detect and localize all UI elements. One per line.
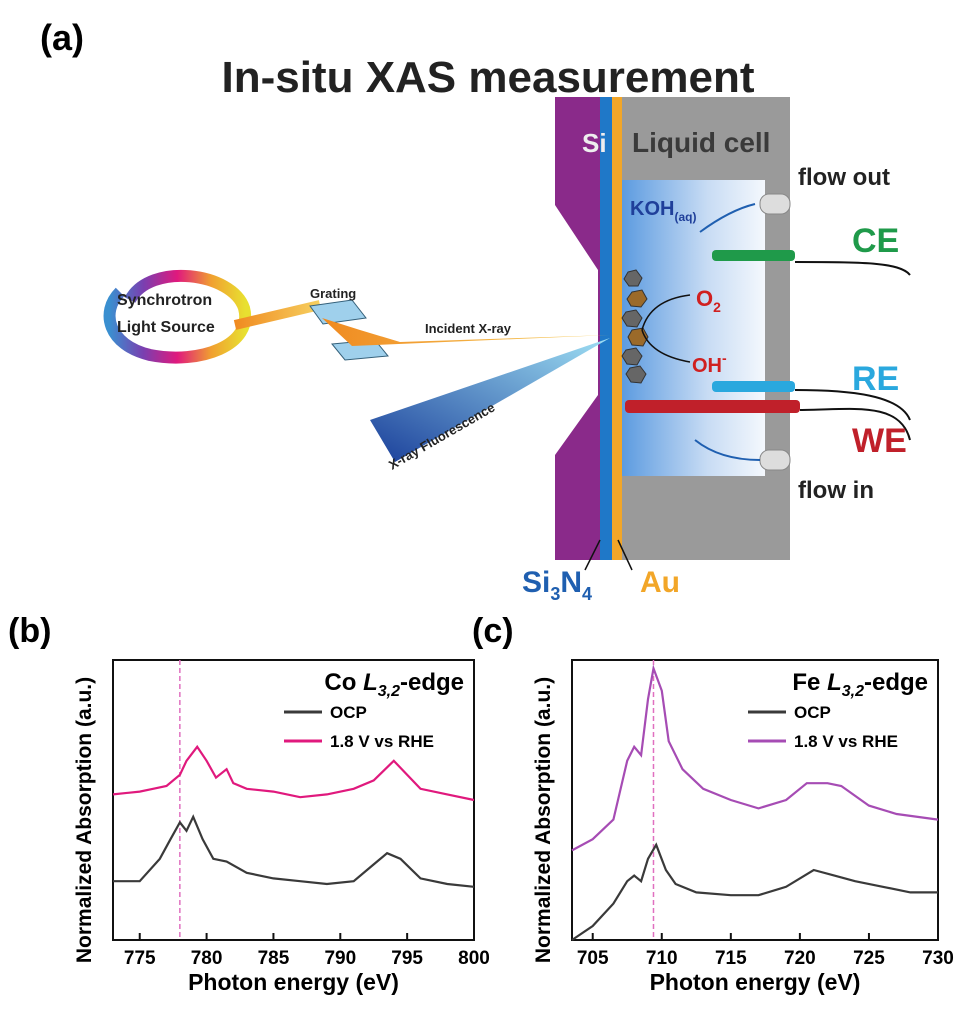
fluorescence-beam	[370, 338, 610, 462]
label: 4	[582, 584, 592, 604]
label: N	[560, 566, 582, 599]
source-beam	[233, 300, 322, 330]
legend-label: OCP	[794, 703, 831, 722]
synchrotron-ring	[103, 269, 252, 364]
chart-title: 3,2	[378, 683, 400, 700]
x-tick-label: 720	[784, 948, 816, 969]
label: 3	[550, 584, 560, 604]
reaction-arrow	[641, 294, 691, 331]
plot-frame	[112, 659, 475, 941]
chart-title: Fe	[792, 669, 827, 696]
x-tick-label: 775	[124, 948, 156, 969]
x-tick-label: 785	[258, 948, 290, 969]
label: Grating	[310, 286, 356, 301]
x-tick-label: 790	[324, 948, 356, 969]
diagram-title: In-situ XAS measurement	[221, 53, 754, 102]
x-tick-label: 780	[191, 948, 223, 969]
wire	[799, 407, 911, 441]
chart-title: Fe L3,2-edge	[792, 669, 928, 700]
chart-title: Co	[324, 669, 363, 696]
y-axis-label: Normalized Absorption (a.u.)	[73, 677, 96, 963]
electrolyte	[622, 180, 765, 476]
panel-label: (b)	[8, 612, 51, 650]
label: (aq)	[674, 210, 696, 224]
label: Light Source	[117, 319, 215, 336]
x-tick-label: 800	[458, 948, 490, 969]
au-layer	[612, 97, 622, 560]
legend-label: 1.8 V vs RHE	[330, 732, 434, 751]
label: O	[696, 286, 713, 311]
label: Si	[582, 128, 607, 158]
legend-label: 1.8 V vs RHE	[794, 732, 898, 751]
wire	[794, 261, 911, 276]
label: KOH(aq)	[630, 198, 696, 224]
reference-electrode	[712, 381, 795, 392]
grating	[309, 299, 367, 325]
working-electrode	[625, 400, 800, 413]
label: Si	[522, 566, 550, 599]
counter-electrode	[712, 250, 795, 261]
label: flow in	[798, 477, 874, 504]
inlet-tube	[759, 449, 791, 471]
label: Au	[640, 566, 680, 599]
chart-title: -edge	[864, 669, 928, 696]
series-line	[113, 814, 475, 888]
x-axis-label: Photon energy (eV)	[650, 969, 861, 995]
flow-arrow	[699, 203, 756, 233]
chart-title: Co L3,2-edge	[324, 669, 464, 700]
x-tick-label: 715	[715, 948, 747, 969]
chart-title: -edge	[400, 669, 464, 696]
plot-frame	[571, 659, 939, 941]
x-tick-label: 795	[391, 948, 423, 969]
x-tick-label: 705	[577, 948, 609, 969]
label: flow out	[798, 164, 890, 191]
series-line	[571, 664, 939, 852]
si-frame	[555, 97, 600, 560]
pointer	[584, 539, 633, 571]
series-line	[571, 842, 938, 941]
si3n4-window	[600, 97, 612, 560]
label: OH-	[692, 350, 727, 377]
label: Synchrotron	[117, 292, 212, 309]
outlet-tube	[759, 193, 791, 215]
x-axis-label: Photon energy (eV)	[188, 969, 399, 995]
y-axis-label: Normalized Absorption (a.u.)	[532, 677, 555, 963]
x-tick-label: 730	[922, 948, 954, 969]
label: Incident X-ray	[425, 321, 512, 336]
chart-title: L	[363, 669, 378, 696]
series-line	[112, 744, 475, 802]
panel-label: (a)	[40, 17, 84, 58]
label: 2	[713, 299, 721, 315]
label: Si3N4	[522, 566, 592, 604]
incident-beam	[322, 318, 610, 346]
legend-label: OCP	[330, 703, 367, 722]
chart-title: L	[827, 669, 842, 696]
label: CE	[852, 222, 899, 260]
label: Liquid cell	[632, 127, 770, 158]
label: O2	[696, 286, 721, 315]
label: OH	[692, 355, 722, 377]
chart-title: 3,2	[842, 683, 864, 700]
x-tick-label: 710	[646, 948, 678, 969]
panel-label: (c)	[472, 612, 514, 650]
reaction-arrow	[641, 329, 691, 363]
x-tick-label: 725	[853, 948, 885, 969]
wire	[794, 389, 911, 421]
beamline	[103, 269, 610, 462]
label: -	[722, 350, 727, 366]
label: RE	[852, 360, 899, 398]
cell	[555, 97, 911, 571]
label: KOH	[630, 198, 674, 220]
flow-arrow	[694, 439, 761, 461]
label: WE	[852, 422, 907, 460]
